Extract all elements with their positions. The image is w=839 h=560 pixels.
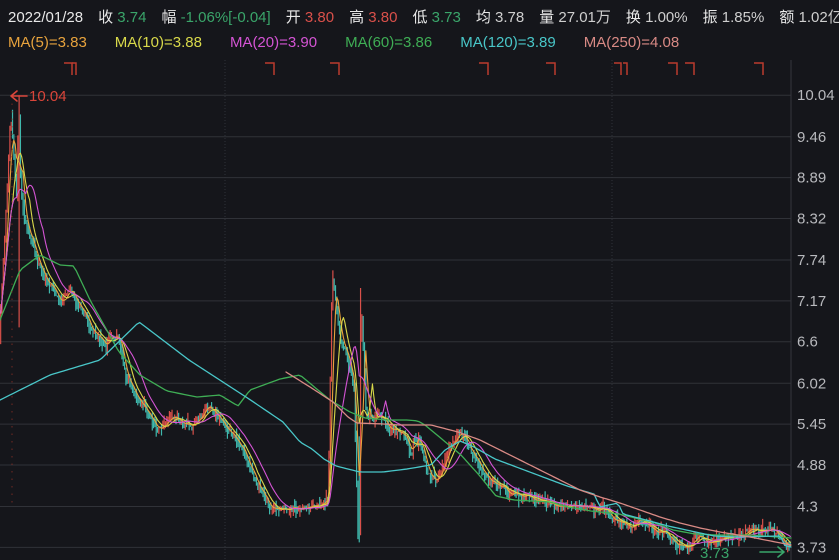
- svg-text:10.04: 10.04: [797, 87, 835, 104]
- svg-text:6.6: 6.6: [797, 334, 818, 351]
- svg-text:7.17: 7.17: [797, 293, 826, 310]
- svg-text:10.04: 10.04: [29, 88, 67, 105]
- svg-text:8.89: 8.89: [797, 170, 826, 187]
- svg-text:4.3: 4.3: [797, 499, 818, 516]
- svg-text:3.73: 3.73: [797, 539, 826, 556]
- svg-text:3.73: 3.73: [700, 545, 729, 560]
- svg-text:6.02: 6.02: [797, 375, 826, 392]
- svg-text:5.45: 5.45: [797, 416, 826, 433]
- svg-text:8.32: 8.32: [797, 210, 826, 227]
- svg-text:9.46: 9.46: [797, 129, 826, 146]
- svg-text:4.88: 4.88: [797, 457, 826, 474]
- svg-text:7.74: 7.74: [797, 252, 826, 269]
